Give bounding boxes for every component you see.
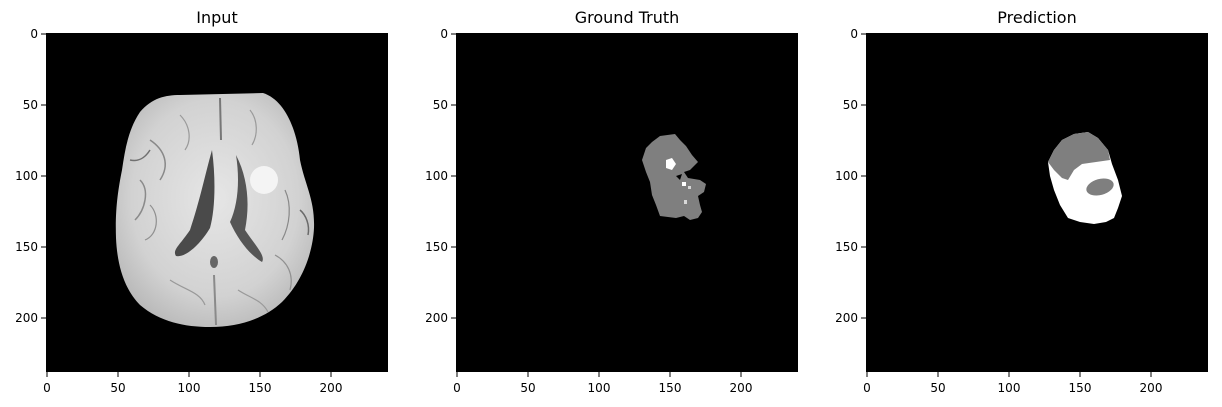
x-tick-label: 150 — [659, 381, 682, 395]
y-tick-label: 50 — [433, 98, 448, 112]
prediction-mask — [1048, 132, 1122, 224]
y-tick-label: 0 — [30, 27, 38, 41]
x-tick-label: 100 — [588, 381, 611, 395]
x-tick-label: 0 — [863, 381, 871, 395]
x-tick-label: 0 — [43, 381, 51, 395]
ground-truth-mask — [642, 134, 706, 220]
x-tick-label: 50 — [110, 381, 125, 395]
x-tick-label: 200 — [730, 381, 753, 395]
x-axis: 0 50 100 150 200 — [863, 372, 1162, 395]
x-tick-label: 200 — [320, 381, 343, 395]
y-tick-label: 150 — [835, 240, 858, 254]
y-tick-label: 50 — [843, 98, 858, 112]
y-axis: 0 50 100 150 200 — [425, 27, 456, 325]
panel-title: Ground Truth — [575, 8, 680, 27]
y-tick-label: 0 — [850, 27, 858, 41]
panel-input: Input — [15, 8, 388, 395]
y-tick-label: 200 — [425, 311, 448, 325]
x-tick-label: 100 — [998, 381, 1021, 395]
panel-prediction: Prediction 0 50 100 150 200 0 50 — [835, 8, 1208, 395]
y-tick-label: 100 — [835, 169, 858, 183]
panel-ground-truth: Ground Truth 0 50 100 150 200 — [425, 8, 798, 395]
x-tick-label: 0 — [453, 381, 461, 395]
y-tick-label: 100 — [425, 169, 448, 183]
y-tick-label: 0 — [440, 27, 448, 41]
y-tick-label: 100 — [15, 169, 38, 183]
x-axis: 0 50 100 150 200 — [43, 372, 342, 395]
y-tick-label: 150 — [425, 240, 448, 254]
y-axis: 0 50 100 150 200 — [835, 27, 866, 325]
panel-title: Input — [196, 8, 237, 27]
y-axis: 0 50 100 150 200 — [15, 27, 46, 325]
x-tick-label: 50 — [520, 381, 535, 395]
x-tick-label: 100 — [178, 381, 201, 395]
image-background — [866, 33, 1208, 372]
panel-title: Prediction — [997, 8, 1076, 27]
x-tick-label: 150 — [249, 381, 272, 395]
y-tick-label: 150 — [15, 240, 38, 254]
y-tick-label: 200 — [15, 311, 38, 325]
x-axis: 0 50 100 150 200 — [453, 372, 752, 395]
image-background — [456, 33, 798, 372]
brain-mri-image — [115, 93, 315, 327]
y-tick-label: 50 — [23, 98, 38, 112]
y-tick-label: 200 — [835, 311, 858, 325]
x-tick-label: 50 — [930, 381, 945, 395]
x-tick-label: 200 — [1140, 381, 1163, 395]
x-tick-label: 150 — [1069, 381, 1092, 395]
